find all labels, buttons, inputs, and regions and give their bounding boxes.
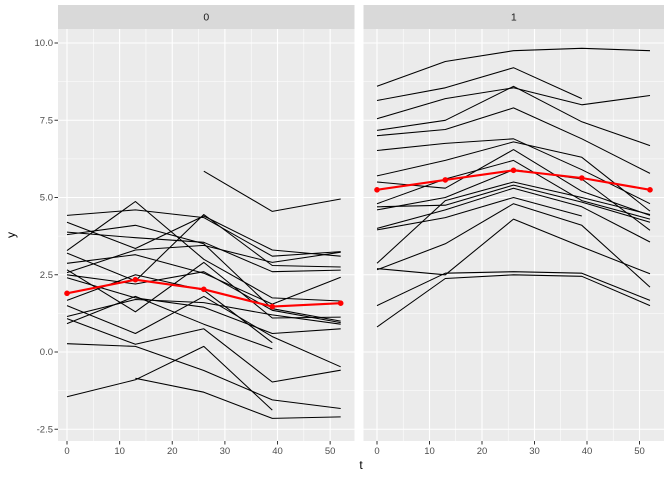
x-tick-label: 40: [582, 446, 593, 457]
series-line: [376, 203, 651, 288]
series-line: [66, 209, 341, 257]
facet-strip-label-0: 0: [203, 12, 209, 24]
mean-line-group-1: [374, 167, 653, 193]
subject-lines-1: [376, 47, 651, 328]
panel-background-1: [363, 29, 664, 441]
y-tick-label: 10.0: [35, 38, 54, 49]
series-line: [376, 196, 582, 231]
series-line: [135, 377, 341, 419]
mean-point: [579, 175, 585, 181]
subject-lines-0: [66, 170, 341, 419]
series-line: [66, 277, 341, 335]
series-line: [66, 244, 341, 274]
series-line: [376, 218, 651, 276]
x-axis-title: t: [359, 458, 363, 472]
series-line: [66, 343, 341, 410]
x-tick-label: 10: [114, 446, 125, 457]
y-tick-label: 0.0: [40, 347, 53, 358]
series-line: [376, 274, 651, 328]
series-line: [66, 224, 341, 322]
y-tick-label: -2.5: [37, 424, 53, 435]
mean-point: [647, 187, 653, 193]
series-line: [66, 318, 341, 383]
y-tick-label: 2.5: [40, 270, 53, 281]
series-line: [376, 141, 651, 212]
x-tick-label: 20: [167, 446, 178, 457]
series-line: [66, 271, 341, 324]
series-line: [66, 231, 341, 273]
mean-point: [201, 286, 207, 293]
chart-generated-layers: 0 10 20 30 40 50 0 10 20 30 40 5010.07.55.02.50.0-2…: [35, 5, 664, 457]
series-line: [66, 345, 273, 411]
x-tick-label: 0: [374, 446, 379, 457]
mean-point: [374, 187, 380, 193]
mean-point: [442, 177, 449, 183]
series-line: [376, 47, 651, 87]
y-tick-label: 7.5: [40, 115, 53, 126]
series-line: [376, 67, 583, 102]
series-line: [66, 295, 273, 350]
x-tick-label: 10: [424, 446, 435, 457]
y-tick-label: 5.0: [40, 193, 53, 204]
mean-point: [64, 290, 70, 297]
series-line: [376, 184, 651, 223]
series-line: [66, 200, 341, 302]
mean-point: [510, 167, 517, 174]
mean-point: [132, 276, 139, 283]
x-tick-label: 40: [272, 446, 283, 457]
mean-point: [337, 300, 344, 307]
series-line: [376, 159, 651, 220]
mean-line-group-0: [64, 276, 344, 310]
x-tick-label: 30: [529, 446, 540, 457]
series-line: [376, 107, 651, 174]
x-tick-label: 20: [477, 446, 488, 457]
series-line: [66, 295, 341, 368]
x-axis-0: 0 10 20 30 40 50: [64, 441, 335, 457]
series-line: [376, 87, 651, 120]
y-axis-title: y: [4, 232, 18, 238]
x-tick-label: 50: [325, 446, 336, 457]
x-axis-1: 0 10 20 30 40 50: [374, 441, 645, 457]
series-line: [203, 170, 341, 212]
series-line: [376, 85, 651, 147]
series-line: [66, 213, 341, 282]
y-axis: 10.0 7.5 5.0 2.5 0.0 -2.5: [35, 38, 58, 435]
facet-strip-0: [58, 5, 355, 29]
series-line: [376, 149, 651, 216]
mean-point: [269, 303, 276, 310]
series-line: [376, 187, 651, 243]
x-tick-label: 30: [220, 446, 231, 457]
x-tick-label: 0: [64, 446, 69, 457]
series-line: [376, 271, 651, 307]
facet-strip-1: [363, 5, 664, 29]
x-tick-label: 50: [634, 446, 645, 457]
series-line: [376, 181, 651, 264]
series-line: [66, 215, 341, 257]
gridlines-1: [363, 29, 664, 441]
facet-strip-label-1: 1: [511, 12, 517, 24]
